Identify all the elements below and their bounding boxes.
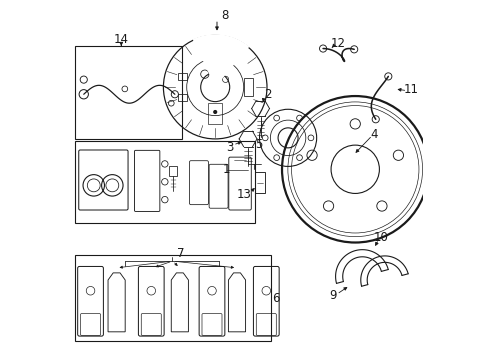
Bar — [169, 166, 176, 176]
Text: 14: 14 — [114, 33, 128, 46]
Bar — [75, 255, 271, 342]
Text: 9: 9 — [328, 289, 336, 302]
Text: 2: 2 — [264, 88, 271, 101]
Wedge shape — [193, 35, 248, 87]
Text: 1: 1 — [223, 163, 230, 176]
Bar — [178, 94, 187, 102]
Text: 5: 5 — [255, 138, 262, 151]
Bar — [254, 172, 264, 193]
Text: 12: 12 — [330, 37, 345, 50]
Text: 7: 7 — [177, 247, 184, 260]
Bar — [207, 103, 222, 125]
Text: 13: 13 — [237, 188, 251, 201]
Text: 6: 6 — [272, 292, 279, 305]
Circle shape — [213, 110, 217, 114]
Bar — [75, 46, 182, 139]
Text: 8: 8 — [221, 9, 228, 22]
Bar — [243, 78, 252, 96]
Bar — [75, 141, 255, 223]
Text: 4: 4 — [370, 128, 377, 141]
Bar — [178, 73, 187, 80]
Text: 3: 3 — [225, 141, 233, 154]
Text: 11: 11 — [403, 84, 418, 96]
Text: 10: 10 — [373, 231, 387, 244]
